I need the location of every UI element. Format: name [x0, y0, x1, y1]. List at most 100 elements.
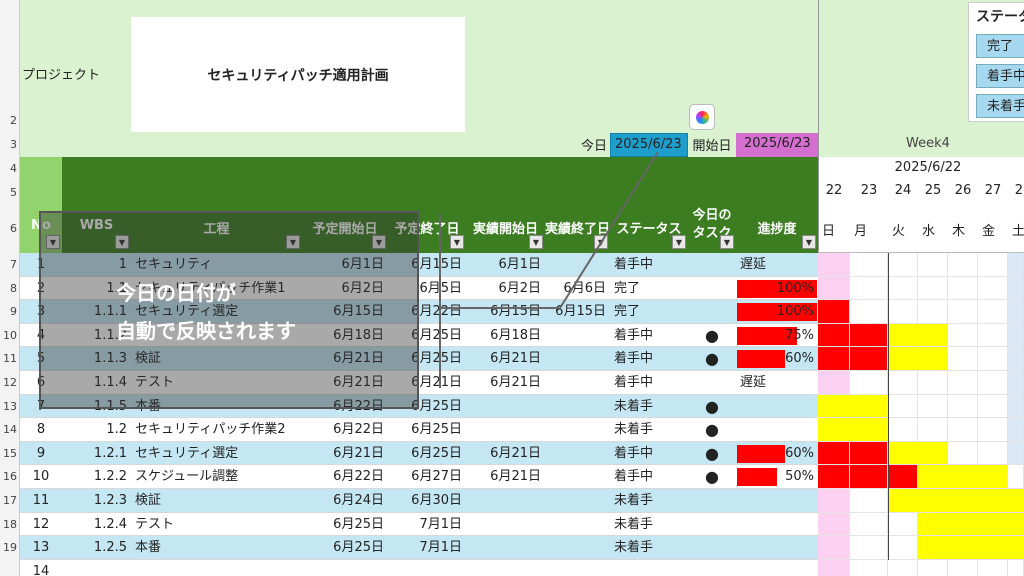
- gantt-cell: [888, 323, 918, 348]
- filter-button[interactable]: ▼: [286, 235, 300, 249]
- cell: 1.2.5: [93, 540, 127, 556]
- cell: テスト: [135, 516, 175, 532]
- slicer-item[interactable]: 完了: [976, 34, 1024, 58]
- row-bg: [20, 536, 818, 560]
- gantt-cell: [918, 347, 948, 371]
- filter-button[interactable]: ▼: [115, 235, 129, 249]
- cell: 7月1日: [419, 516, 462, 532]
- cell: 10: [32, 469, 50, 485]
- weekday: 火: [892, 224, 906, 239]
- cell: 本番: [135, 540, 162, 556]
- gantt-cell: [948, 536, 978, 560]
- filter-button[interactable]: ▼: [46, 235, 60, 249]
- gantt-cell: [948, 441, 978, 466]
- gantt-cell: [888, 559, 918, 576]
- row-number: 19: [3, 541, 17, 555]
- gantt-cell: [978, 323, 1008, 348]
- cell: 1.2.1: [93, 445, 127, 461]
- gantt-cell: [918, 536, 948, 560]
- weekday: 金: [982, 224, 996, 239]
- gantt-cell: [850, 489, 888, 513]
- cell: 13: [32, 540, 50, 556]
- row-number: 18: [3, 517, 17, 531]
- cell: テスト: [131, 371, 302, 395]
- cell: 1.1.3: [62, 347, 131, 371]
- cell: 6月15日: [555, 304, 606, 320]
- slicer-item[interactable]: 着手中: [976, 64, 1024, 88]
- cell: 6月25日: [411, 351, 462, 367]
- gantt-cell: [918, 323, 948, 348]
- gantt-cell: [850, 276, 888, 301]
- gantt-cell: [918, 512, 948, 537]
- gantt-cell: [978, 489, 1008, 513]
- gantt-cell: [978, 347, 1008, 371]
- cell: セキュリティパッチ作業1: [131, 277, 302, 301]
- row-header-bar: [0, 0, 20, 576]
- cell: 6月25日: [411, 422, 462, 438]
- row-number: 12: [3, 376, 17, 389]
- gantt-cell: [818, 465, 850, 489]
- gantt-cell: [850, 536, 888, 560]
- cell: 1.1.2: [62, 324, 131, 348]
- cell: 未着手: [614, 516, 654, 532]
- callout-line: [440, 151, 659, 309]
- filter-button[interactable]: ▼: [529, 235, 543, 249]
- gantt-cell: [978, 512, 1008, 537]
- cell: 未着手: [614, 422, 654, 438]
- gantt-cell: [948, 371, 978, 395]
- gantt-cell: [850, 371, 888, 395]
- gantt-cell: [818, 441, 850, 466]
- callout-box: [39, 211, 419, 409]
- slicer-item[interactable]: 未着手: [976, 94, 1024, 118]
- day-number: 27: [984, 183, 1002, 198]
- cell: 6月21日: [411, 375, 462, 390]
- cell: 6月1日: [302, 253, 388, 277]
- progress-bar: [737, 326, 797, 345]
- column-header: 工程: [131, 218, 302, 237]
- gantt-cell: [978, 559, 1008, 576]
- column-header: ステータス: [616, 222, 682, 237]
- cell: 1.2.3: [93, 493, 127, 508]
- gantt-cell: [850, 441, 888, 466]
- gantt-cell: [818, 276, 850, 301]
- week-date: 2025/6/22: [894, 160, 962, 175]
- cell: 12: [32, 516, 50, 532]
- progress-label: 100%: [776, 280, 814, 296]
- gantt-cell: [818, 559, 850, 576]
- progress-status: 遅延: [740, 375, 767, 390]
- cell: 6月25日: [333, 540, 384, 556]
- cell: 6月27日: [411, 469, 462, 485]
- row-bg: [20, 441, 818, 466]
- gantt-cell: [850, 559, 888, 576]
- cell: 8: [36, 422, 46, 438]
- filter-button[interactable]: ▼: [802, 235, 816, 249]
- today-line: [888, 253, 889, 560]
- row-bg: [20, 489, 818, 513]
- today-label: 今日: [580, 139, 607, 154]
- gantt-cell: [918, 465, 948, 489]
- day-number: 28: [1014, 183, 1024, 198]
- gantt-cell: [948, 489, 978, 513]
- gantt-cell: [818, 536, 850, 560]
- copilot-button[interactable]: [689, 104, 715, 130]
- gantt-cell: [888, 489, 918, 513]
- gantt-cell: [850, 253, 888, 277]
- today-value: 2025/6/23: [610, 133, 688, 157]
- filter-button[interactable]: ▼: [720, 235, 734, 249]
- gantt-cell: [918, 441, 948, 466]
- row-number: 16: [3, 470, 17, 484]
- filter-button[interactable]: ▼: [672, 235, 686, 249]
- column-header: 実績開始日: [472, 222, 538, 237]
- gantt-cell: [850, 465, 888, 489]
- filter-button[interactable]: ▼: [450, 235, 464, 249]
- row-number: 7: [10, 258, 17, 271]
- cell: 着手中: [614, 445, 654, 461]
- project-title: セキュリティパッチ適用計画: [131, 17, 465, 132]
- gantt-cell: [888, 512, 918, 537]
- weekday: 木: [952, 224, 966, 239]
- filter-button[interactable]: ▼: [372, 235, 386, 249]
- row-number: 3: [10, 138, 17, 151]
- gantt-cell: [918, 489, 948, 513]
- gantt-cell: [850, 347, 888, 371]
- row-number: 8: [10, 281, 17, 295]
